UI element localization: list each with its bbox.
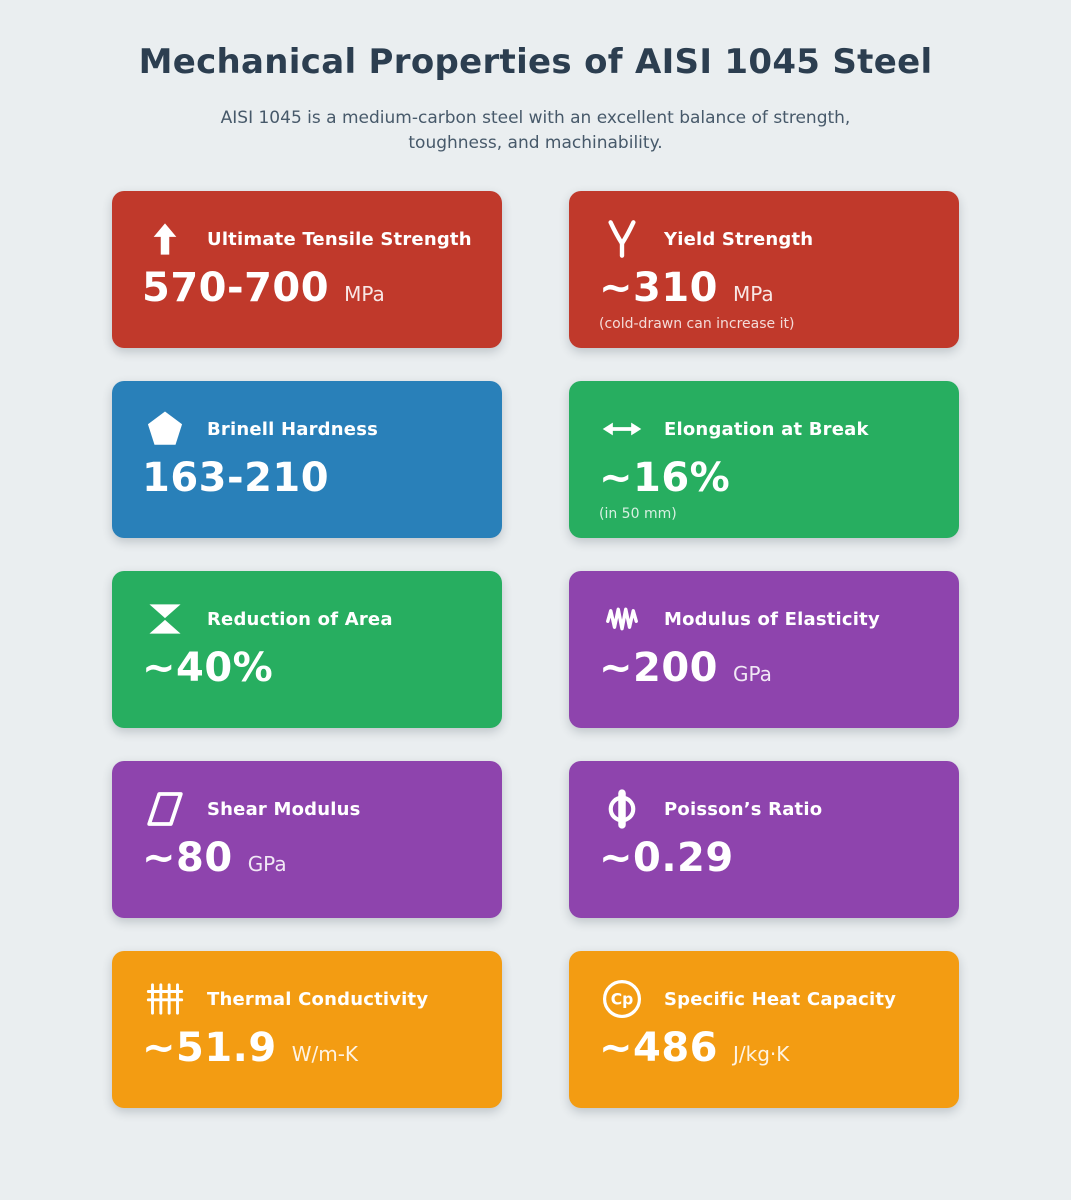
card-value-row: 570-700 MPa [142,267,472,309]
card-value: ~40% [142,645,274,692]
card-header: Elongation at Break [599,406,929,452]
cp-circle-icon: Cp [599,976,645,1022]
card-note: (cold-drawn can increase it) [599,316,795,333]
card-header: Modulus of Elasticity [599,596,929,642]
card-value: ~16% [599,455,731,502]
card-title: Elongation at Break [664,418,869,440]
hourglass-icon [142,596,188,642]
card-unit: MPa [733,282,774,307]
svg-text:Cp: Cp [611,991,634,1009]
arrows-horizontal-icon [599,406,645,452]
card-title: Modulus of Elasticity [664,608,880,630]
card-value-row: ~80 GPa [142,837,472,879]
card-value-row: ~40% [142,647,472,689]
page-subtitle: AISI 1045 is a medium-carbon steel with … [220,108,851,153]
property-card: Reduction of Area ~40% [112,571,502,729]
card-value-row: ~16% [599,457,929,499]
card-header: Yield Strength [599,216,929,262]
card-value-row: ~51.9 W/m-K [142,1027,472,1069]
property-card: Cp Specific Heat Capacity ~486 J/kg·K [569,951,959,1109]
card-value: ~80 [142,835,233,882]
card-value-row: ~310 MPa [599,267,929,309]
property-card: Poisson’s Ratio ~0.29 [569,761,959,919]
phi-icon [599,786,645,832]
card-title: Shear Modulus [207,798,361,820]
card-title: Specific Heat Capacity [664,988,897,1010]
card-value-row: ~486 J/kg·K [599,1027,929,1069]
card-value: ~486 [599,1025,719,1072]
card-note: (in 50 mm) [599,506,677,523]
card-value-row: ~0.29 [599,837,929,879]
property-card: Thermal Conductivity ~51.9 W/m-K [112,951,502,1109]
card-header: Brinell Hardness [142,406,472,452]
card-header: Cp Specific Heat Capacity [599,976,929,1022]
card-value: 570-700 [142,265,330,312]
card-unit: GPa [247,852,287,877]
card-value: 163-210 [142,455,330,502]
cards-grid: Ultimate Tensile Strength 570-700 MPa Yi… [0,191,1071,1198]
property-card: Brinell Hardness 163-210 [112,381,502,539]
card-value-row: ~200 GPa [599,647,929,689]
card-value: ~0.29 [599,835,734,882]
pentagon-icon [142,406,188,452]
radiator-icon [142,976,188,1022]
property-card: Shear Modulus ~80 GPa [112,761,502,919]
card-header: Thermal Conductivity [142,976,472,1022]
card-header: Poisson’s Ratio [599,786,929,832]
card-value-row: 163-210 [142,457,472,499]
card-header: Shear Modulus [142,786,472,832]
property-card: Ultimate Tensile Strength 570-700 MPa [112,191,502,349]
card-title: Yield Strength [664,228,814,250]
arrow-up-icon [142,216,188,262]
card-value: ~51.9 [142,1025,277,1072]
parallelogram-icon [142,786,188,832]
property-card: Yield Strength ~310 MPa (cold-drawn can … [569,191,959,349]
property-card: Elongation at Break ~16% (in 50 mm) [569,381,959,539]
card-unit: J/kg·K [733,1042,790,1067]
card-unit: MPa [344,282,385,307]
spring-icon [599,596,645,642]
card-title: Brinell Hardness [207,418,379,440]
card-unit: GPa [733,662,772,687]
property-card: Modulus of Elasticity ~200 GPa [569,571,959,729]
card-value: ~200 [599,645,719,692]
card-value: ~310 [599,265,719,312]
page-header: Mechanical Properties of AISI 1045 Steel… [0,0,1071,155]
card-title: Thermal Conductivity [207,988,429,1010]
card-title: Reduction of Area [207,608,393,630]
yield-fork-icon [599,216,645,262]
card-header: Reduction of Area [142,596,472,642]
card-unit: W/m-K [291,1042,359,1067]
card-header: Ultimate Tensile Strength [142,216,472,262]
card-title: Poisson’s Ratio [664,798,823,820]
card-title: Ultimate Tensile Strength [207,228,472,250]
page-title: Mechanical Properties of AISI 1045 Steel [138,42,933,82]
